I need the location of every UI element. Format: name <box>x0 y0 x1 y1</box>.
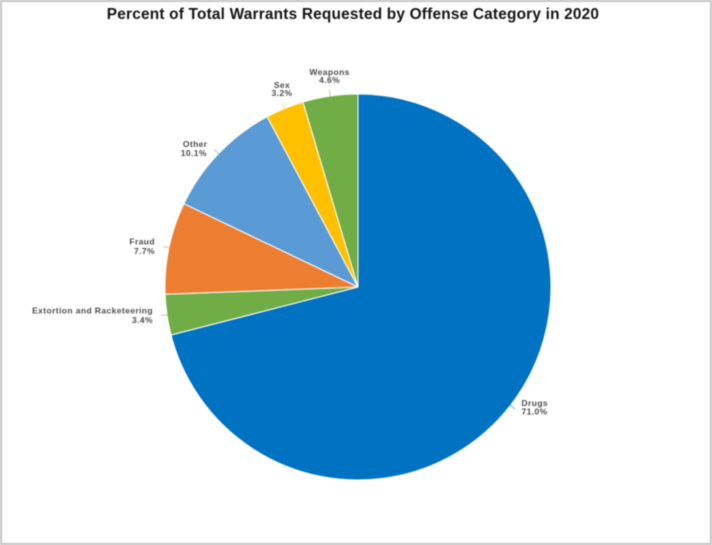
svg-text:71.0%: 71.0% <box>522 407 548 417</box>
svg-text:Other: Other <box>183 139 208 149</box>
svg-text:3.4%: 3.4% <box>132 315 153 325</box>
svg-text:Sex: Sex <box>274 80 290 90</box>
svg-text:Extortion and Racketeering: Extortion and Racketeering <box>32 306 153 316</box>
svg-text:Drugs: Drugs <box>522 398 549 408</box>
svg-text:10.1%: 10.1% <box>181 148 207 158</box>
svg-text:Fraud: Fraud <box>129 237 155 247</box>
svg-text:3.2%: 3.2% <box>272 88 293 98</box>
svg-text:Weapons: Weapons <box>309 67 349 77</box>
svg-text:4.6%: 4.6% <box>319 75 340 85</box>
svg-text:7.7%: 7.7% <box>134 246 155 256</box>
